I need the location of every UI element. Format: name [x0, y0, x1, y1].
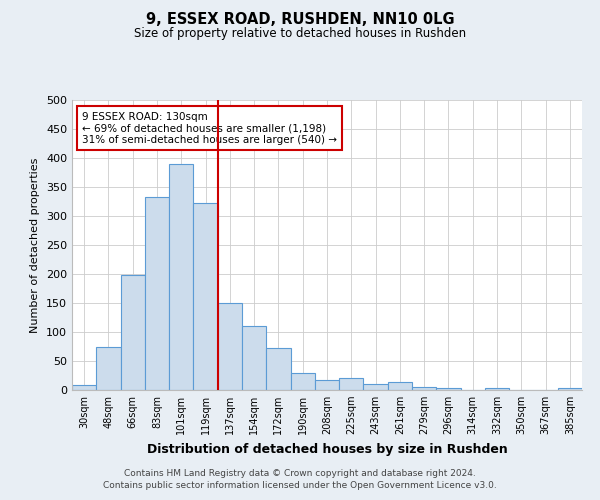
Bar: [388, 382, 412, 390]
Bar: [364, 384, 388, 390]
Bar: [315, 380, 339, 390]
Bar: [218, 303, 242, 390]
Text: 9, ESSEX ROAD, RUSHDEN, NN10 0LG: 9, ESSEX ROAD, RUSHDEN, NN10 0LG: [146, 12, 454, 28]
Bar: [72, 386, 96, 390]
Bar: [242, 326, 266, 390]
Bar: [266, 348, 290, 390]
Text: Contains public sector information licensed under the Open Government Licence v3: Contains public sector information licen…: [103, 481, 497, 490]
Bar: [121, 275, 145, 390]
Text: 9 ESSEX ROAD: 130sqm
← 69% of detached houses are smaller (1,198)
31% of semi-de: 9 ESSEX ROAD: 130sqm ← 69% of detached h…: [82, 112, 337, 145]
Text: Size of property relative to detached houses in Rushden: Size of property relative to detached ho…: [134, 28, 466, 40]
Bar: [145, 197, 169, 390]
Bar: [290, 372, 315, 390]
Bar: [339, 378, 364, 390]
Bar: [436, 388, 461, 390]
Bar: [558, 388, 582, 390]
Bar: [412, 387, 436, 390]
Bar: [193, 202, 218, 390]
Bar: [96, 346, 121, 390]
Bar: [485, 388, 509, 390]
Text: Distribution of detached houses by size in Rushden: Distribution of detached houses by size …: [146, 442, 508, 456]
Bar: [169, 164, 193, 390]
Y-axis label: Number of detached properties: Number of detached properties: [31, 158, 40, 332]
Text: Contains HM Land Registry data © Crown copyright and database right 2024.: Contains HM Land Registry data © Crown c…: [124, 468, 476, 477]
